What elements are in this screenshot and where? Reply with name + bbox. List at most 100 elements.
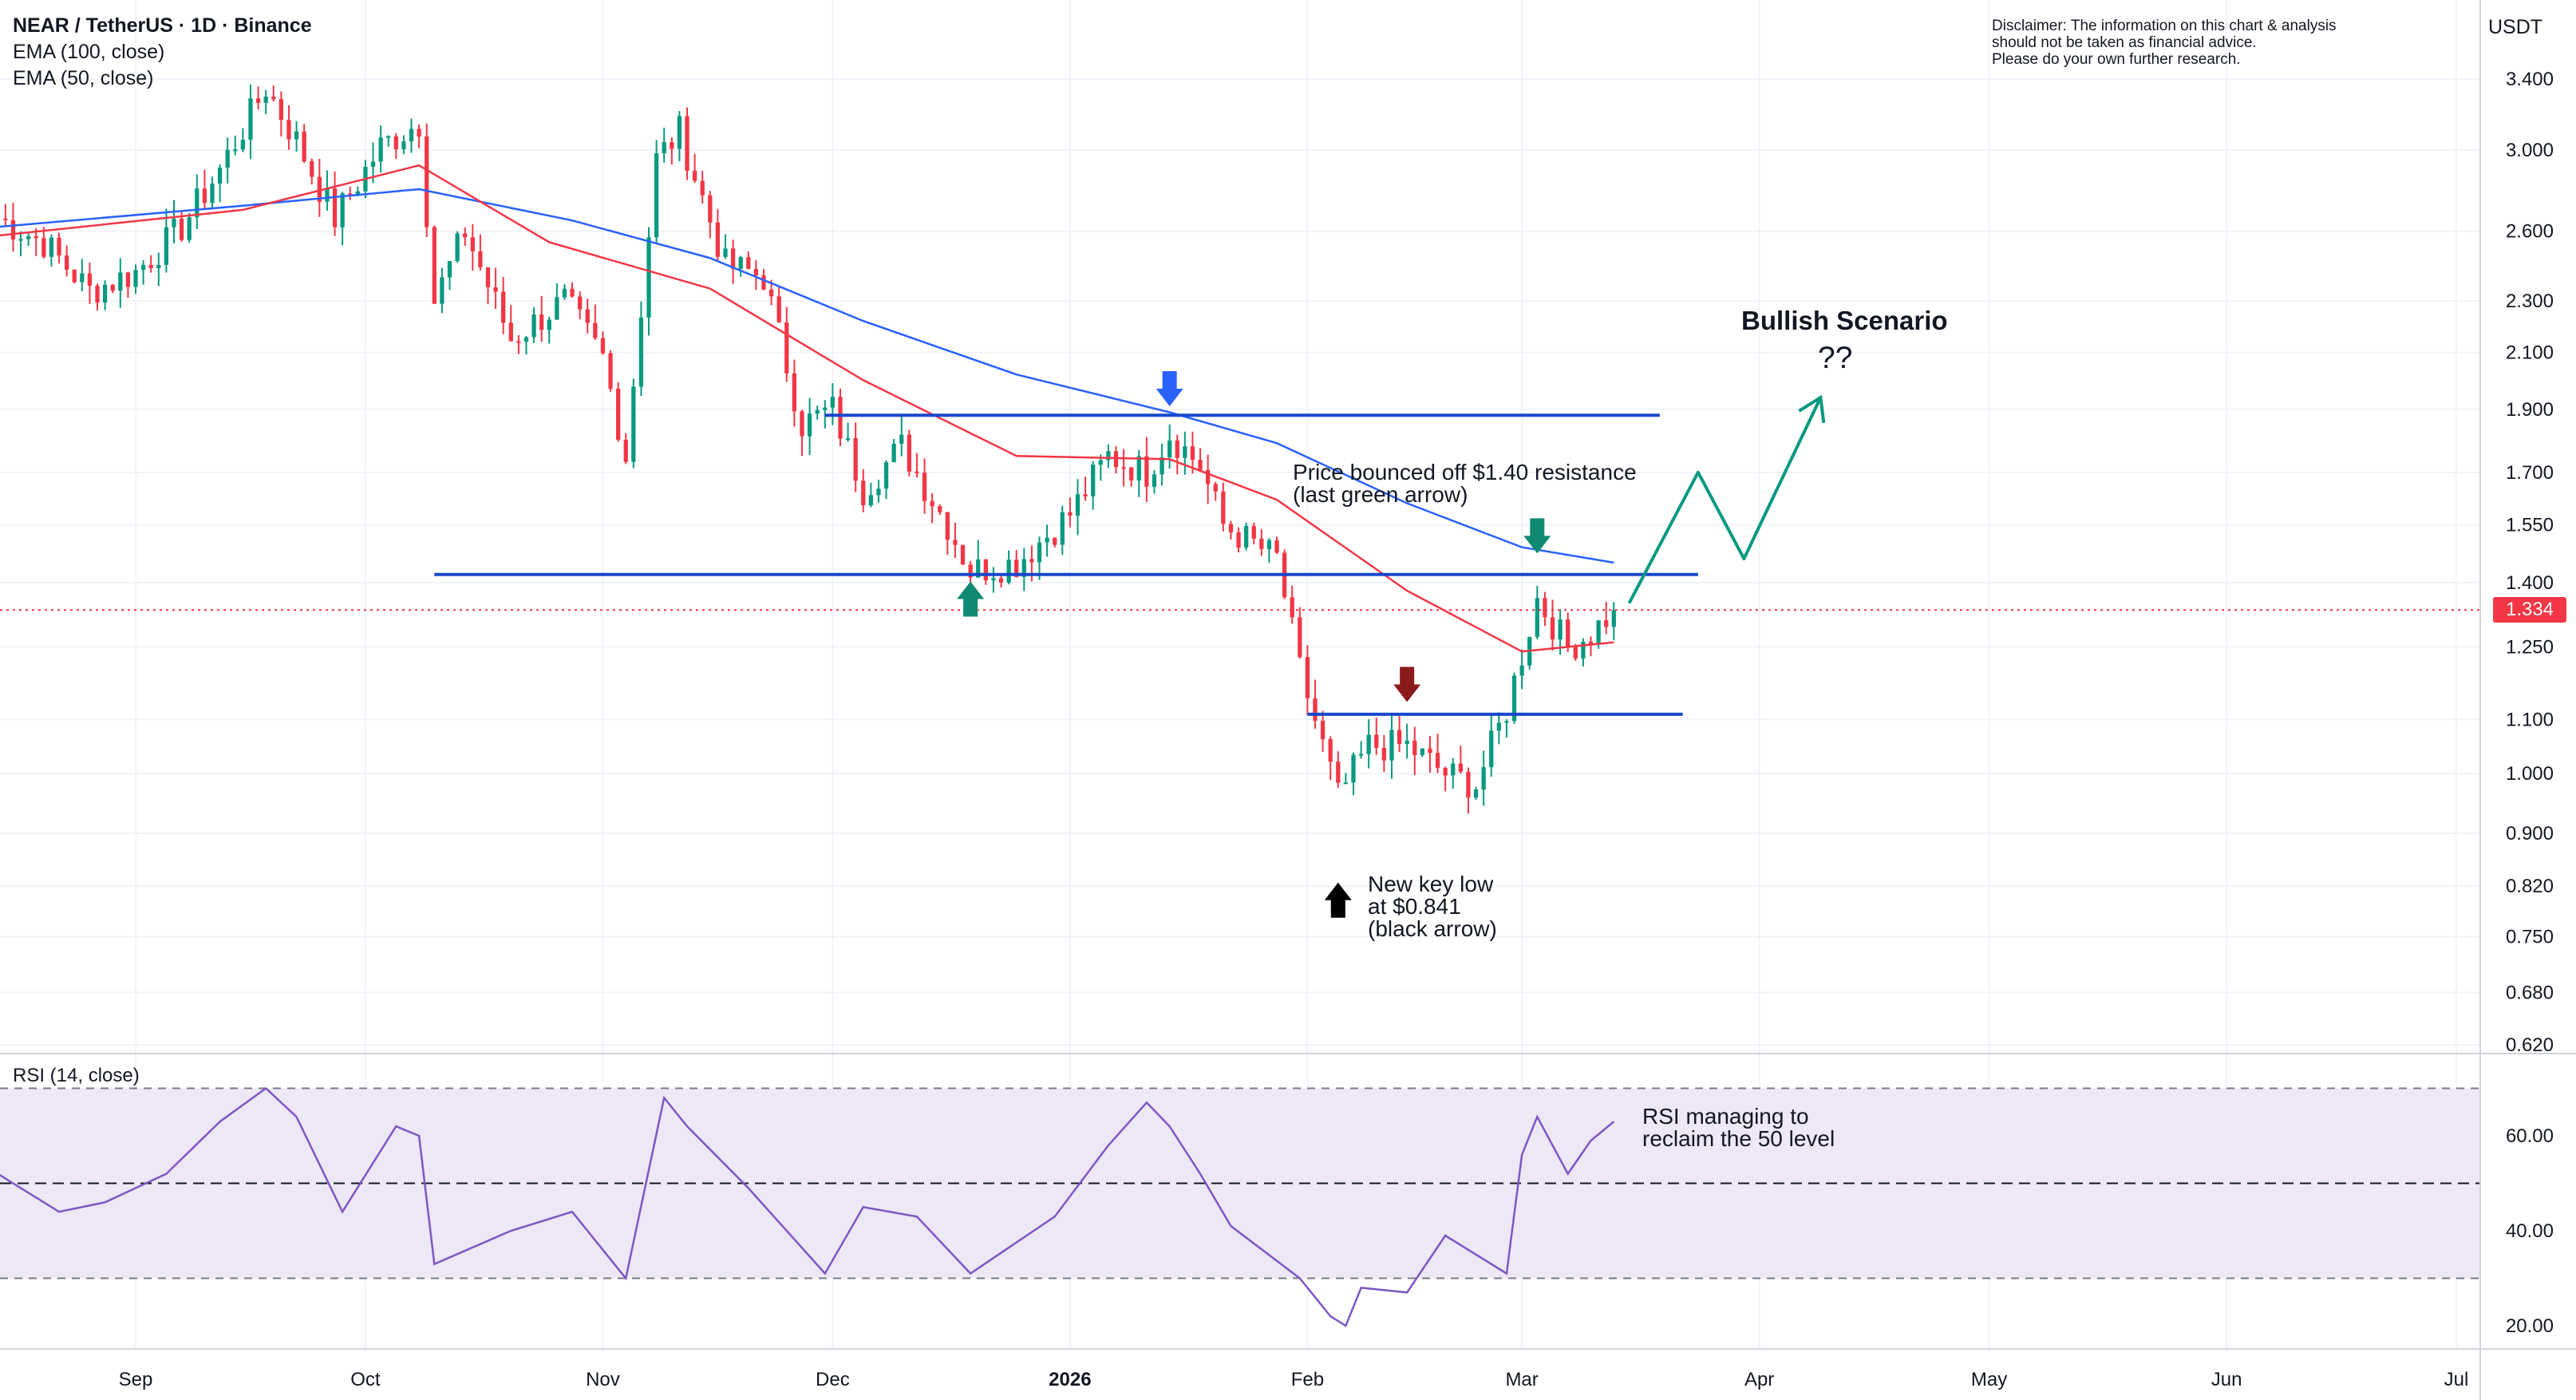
candle-body bbox=[271, 97, 276, 100]
candle-body bbox=[110, 284, 115, 291]
candle-body bbox=[1006, 560, 1011, 583]
candle-body bbox=[370, 161, 376, 167]
candle-body bbox=[1451, 763, 1456, 776]
candle-body bbox=[868, 495, 873, 506]
price-axis-label: 0.750 bbox=[2506, 927, 2554, 948]
candle-body bbox=[378, 137, 383, 162]
candle-body bbox=[1198, 460, 1203, 470]
candle-body bbox=[248, 98, 253, 140]
rsi-note-line: reclaim the 50 level bbox=[1642, 1126, 1835, 1151]
candle-body bbox=[478, 251, 483, 267]
candle-body bbox=[807, 413, 812, 437]
candle-body bbox=[432, 227, 437, 304]
bullish-scenario-title: Bullish Scenario bbox=[1741, 306, 1948, 335]
rsi-legend[interactable]: RSI (14, close) bbox=[13, 1065, 140, 1086]
candle-body bbox=[1435, 753, 1440, 769]
candle-body bbox=[355, 191, 360, 196]
time-axis-label: Sep bbox=[119, 1369, 153, 1390]
candle-body bbox=[1113, 451, 1119, 468]
price-axis-label: 0.820 bbox=[2506, 876, 2554, 897]
candle-body bbox=[907, 434, 911, 472]
candle-body bbox=[1160, 457, 1164, 475]
candle-body bbox=[960, 544, 966, 565]
last-price-tag: 1.334 bbox=[2493, 597, 2566, 623]
candle-body bbox=[1305, 657, 1310, 698]
candle-body bbox=[125, 272, 131, 287]
candle-body bbox=[455, 233, 460, 262]
price-axis-label: 0.620 bbox=[2506, 1034, 2554, 1056]
candle-body bbox=[1098, 460, 1103, 465]
candle-body bbox=[531, 314, 536, 338]
ema-50-line bbox=[0, 164, 1614, 653]
candle-body bbox=[539, 314, 544, 330]
candle-body bbox=[1106, 451, 1111, 461]
candle-body bbox=[861, 481, 866, 506]
currency-label[interactable]: USDT bbox=[2488, 16, 2543, 38]
resistance-note-line: (last green arrow) bbox=[1293, 482, 1468, 507]
candle-body bbox=[823, 407, 828, 410]
candle-body bbox=[172, 218, 176, 227]
price-axis-label: 0.680 bbox=[2506, 982, 2554, 1003]
candle-body bbox=[1298, 617, 1302, 658]
candle-body bbox=[776, 296, 781, 322]
candle-body bbox=[677, 116, 682, 149]
candle-body bbox=[638, 317, 644, 387]
candle-body bbox=[1228, 524, 1234, 532]
candle-body bbox=[255, 98, 261, 103]
candle-body bbox=[922, 473, 927, 501]
candle-body bbox=[976, 559, 981, 578]
candle-body bbox=[133, 270, 138, 287]
ema-50-legend[interactable]: EMA (50, close) bbox=[13, 67, 154, 89]
resistance-note: Price bounced off $1.40 resistance (last… bbox=[1293, 461, 1637, 506]
candle-body bbox=[991, 578, 996, 581]
candle-body bbox=[768, 289, 774, 297]
ema-100-legend[interactable]: EMA (100, close) bbox=[13, 41, 165, 63]
candle-body bbox=[1397, 730, 1402, 745]
candle-body bbox=[578, 296, 583, 310]
candle-body bbox=[945, 512, 950, 540]
price-axis-label: 1.700 bbox=[2506, 462, 2554, 484]
candle-body bbox=[49, 237, 54, 257]
candle-body bbox=[1075, 494, 1081, 516]
candle-body bbox=[1443, 768, 1448, 776]
candle-body bbox=[1152, 474, 1157, 487]
candle-body bbox=[64, 255, 69, 270]
candle-body bbox=[401, 141, 406, 149]
candle-body bbox=[1412, 740, 1417, 756]
candle-body bbox=[1420, 748, 1424, 756]
time-axis-label: May bbox=[1971, 1369, 2007, 1390]
candle-body bbox=[715, 222, 721, 257]
candle-body bbox=[562, 288, 567, 298]
candle-body bbox=[18, 239, 23, 241]
candle-body bbox=[1389, 730, 1394, 761]
candle-body bbox=[1175, 440, 1179, 458]
candle-body bbox=[1320, 721, 1326, 740]
candle-body bbox=[1037, 542, 1042, 563]
candle-body bbox=[294, 131, 299, 140]
bullish-question-marks: ?? bbox=[1818, 341, 1853, 375]
marker-arrow-up-black bbox=[1324, 882, 1352, 918]
candle-body bbox=[738, 257, 743, 269]
candle-body bbox=[899, 434, 904, 444]
candle-body bbox=[501, 291, 506, 323]
candle-body bbox=[662, 142, 666, 154]
time-axis-label: Dec bbox=[816, 1369, 850, 1390]
candle-body bbox=[325, 188, 330, 202]
candle-body bbox=[87, 273, 93, 286]
candle-body bbox=[26, 235, 31, 239]
candle-body bbox=[570, 288, 575, 297]
candle-body bbox=[1183, 446, 1187, 458]
candle-body bbox=[998, 578, 1004, 583]
candle-body bbox=[1366, 734, 1371, 754]
candle-body bbox=[555, 297, 559, 320]
marker-arrow-up-green bbox=[957, 581, 985, 617]
candle-body bbox=[1213, 484, 1218, 492]
candle-body bbox=[485, 267, 491, 287]
candle-body bbox=[1511, 675, 1517, 722]
candle-body bbox=[140, 264, 146, 271]
candle-body bbox=[1205, 469, 1211, 484]
candle-body bbox=[953, 540, 958, 545]
new-low-note-line: (black arrow) bbox=[1368, 916, 1497, 941]
candle-body bbox=[1405, 740, 1409, 745]
